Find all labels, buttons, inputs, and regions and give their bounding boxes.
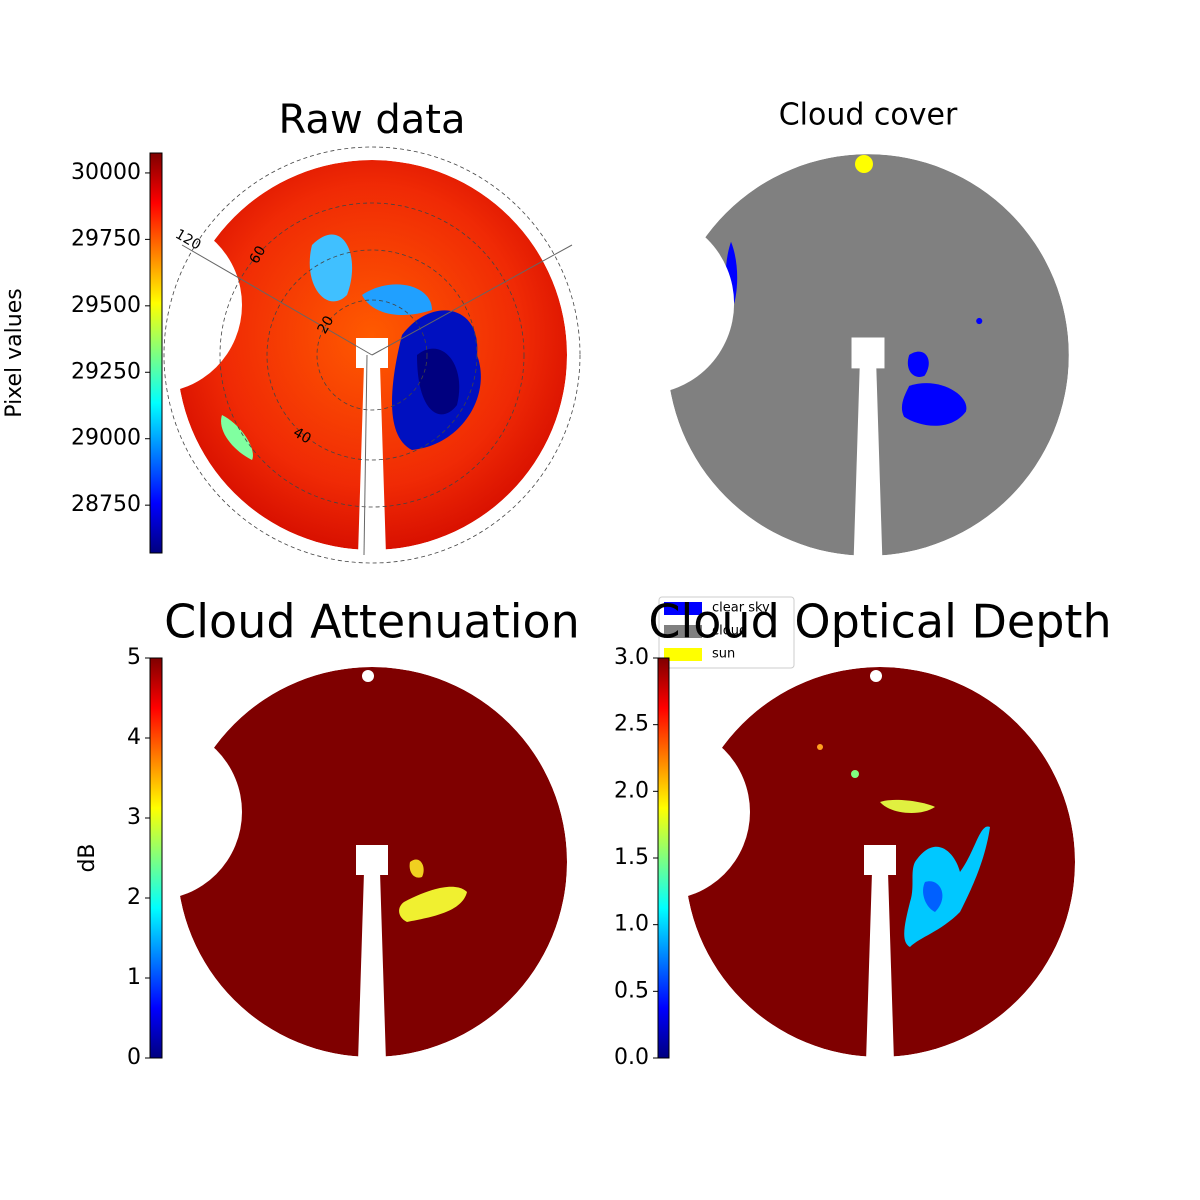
colorbar-tick-label: 29500	[71, 293, 141, 318]
colorbar-tick-label: 29000	[71, 426, 141, 451]
colorbar	[149, 152, 163, 554]
colorbar-tick-label: 1.0	[614, 912, 649, 937]
polar-grid-label: 120	[172, 226, 203, 253]
colorbar-tick-label: 3	[127, 805, 141, 830]
panel-title: Cloud Attenuation	[164, 595, 580, 649]
cloud-cover-image	[667, 154, 1069, 556]
legend-swatch	[664, 648, 702, 661]
legend-swatch	[664, 625, 702, 638]
polar-grid-label: 60	[247, 243, 270, 266]
attenuation-image	[177, 667, 567, 1057]
colorbar-label: Pixel values	[2, 288, 27, 417]
colorbar-tick-label: 1.5	[614, 845, 649, 870]
colorbar-tick-label: 1	[127, 965, 141, 990]
colorbar-tick-label: 0.0	[614, 1045, 649, 1070]
colorbar-tick-label: 4	[127, 725, 141, 750]
colorbar-tick-label: 28750	[71, 492, 141, 517]
colorbar-tick-label: 30000	[71, 160, 141, 185]
polar-grid-label: 40	[290, 425, 313, 448]
colorbar	[149, 657, 163, 1059]
legend-swatch	[664, 602, 702, 615]
sun-marker	[855, 155, 873, 173]
colorbar-label: dB	[75, 843, 100, 872]
colorbar	[657, 657, 670, 1059]
colorbar-tick-label: 2	[127, 885, 141, 910]
legend-label: cloud	[712, 624, 747, 639]
optical-depth-image	[685, 667, 1075, 1057]
colorbar-tick-label: 29750	[71, 226, 141, 251]
legend-label: clear sky	[712, 601, 770, 616]
panel-title: Cloud cover	[779, 98, 958, 133]
colorbar-tick-label: 2.5	[614, 712, 649, 737]
panel-title: Raw data	[279, 97, 466, 143]
raw-image	[163, 146, 581, 564]
colorbar-tick-label: 2.0	[614, 778, 649, 803]
colorbar-tick-label: 29250	[71, 359, 141, 384]
polar-grid-label: 20	[315, 313, 338, 336]
colorbar-tick-label: 3.0	[614, 645, 649, 670]
legend-label: sun	[712, 647, 735, 662]
panel-title: Cloud Optical Depth	[648, 595, 1111, 649]
colorbar-tick-label: 0	[127, 1045, 141, 1070]
colorbar-tick-label: 5	[127, 645, 141, 670]
colorbar-tick-label: 0.5	[614, 978, 649, 1003]
